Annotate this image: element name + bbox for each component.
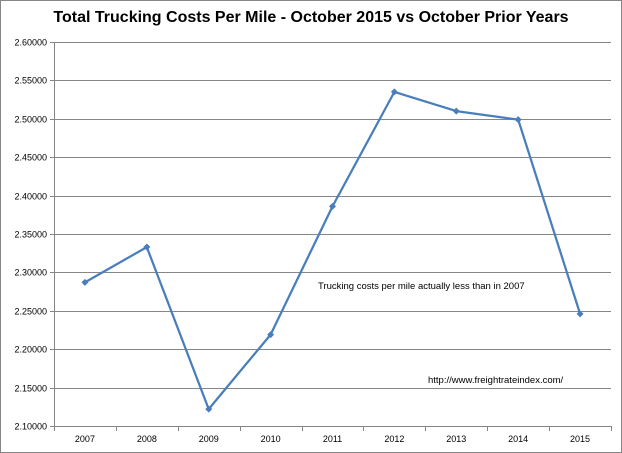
x-tick-label: 2012 xyxy=(384,434,404,444)
x-tick-label: 2014 xyxy=(508,434,528,444)
chart-title: Total Trucking Costs Per Mile - October … xyxy=(53,9,569,26)
data-point-2012 xyxy=(390,88,398,96)
annotations: Trucking costs per mile actually less th… xyxy=(318,281,564,386)
data-point-2015 xyxy=(576,310,584,318)
x-tick-label: 2009 xyxy=(199,434,219,444)
y-tick-label: 2.15000 xyxy=(14,384,47,394)
data-point-2009 xyxy=(205,405,213,413)
data-point-2011 xyxy=(329,202,336,210)
series-layer xyxy=(81,88,584,413)
y-tick-label: 2.20000 xyxy=(14,345,47,355)
x-tick-label: 2007 xyxy=(75,434,95,444)
x-tick-labels: 2007 2008 2009 2010 2011 2012 2013 2014 2015 xyxy=(75,434,590,444)
x-tick-label: 2008 xyxy=(137,434,157,444)
y-tick-label: 2.60000 xyxy=(14,38,47,48)
data-point-2008 xyxy=(143,243,151,251)
data-point-2007 xyxy=(81,278,89,286)
y-tick-label: 2.25000 xyxy=(14,307,47,317)
y-tick-label: 2.30000 xyxy=(14,268,47,278)
y-tick-label: 2.55000 xyxy=(14,76,47,86)
series-line xyxy=(84,90,582,411)
y-tick-label: 2.10000 xyxy=(14,422,47,432)
data-point-2013 xyxy=(452,107,460,115)
x-tick-label: 2015 xyxy=(570,434,590,444)
axes xyxy=(50,42,612,431)
x-tick-label: 2013 xyxy=(446,434,466,444)
y-tick-label: 2.45000 xyxy=(14,153,47,163)
annotation-costs-note: Trucking costs per mile actually less th… xyxy=(318,281,525,292)
data-point-2014 xyxy=(514,116,522,124)
y-tick-label: 2.35000 xyxy=(14,230,47,240)
y-tick-labels: 2.10000 2.15000 2.20000 2.25000 2.30000 2.350… xyxy=(14,38,47,432)
data-point-2010 xyxy=(267,331,275,339)
x-tick-label: 2010 xyxy=(261,434,281,444)
gridlines xyxy=(54,42,611,389)
x-tick-label: 2011 xyxy=(323,434,342,444)
annotation-source-url: http://www.freightrateindex.com/ xyxy=(428,375,564,386)
y-tick-label: 2.50000 xyxy=(14,115,47,125)
y-tick-label: 2.40000 xyxy=(14,192,47,202)
